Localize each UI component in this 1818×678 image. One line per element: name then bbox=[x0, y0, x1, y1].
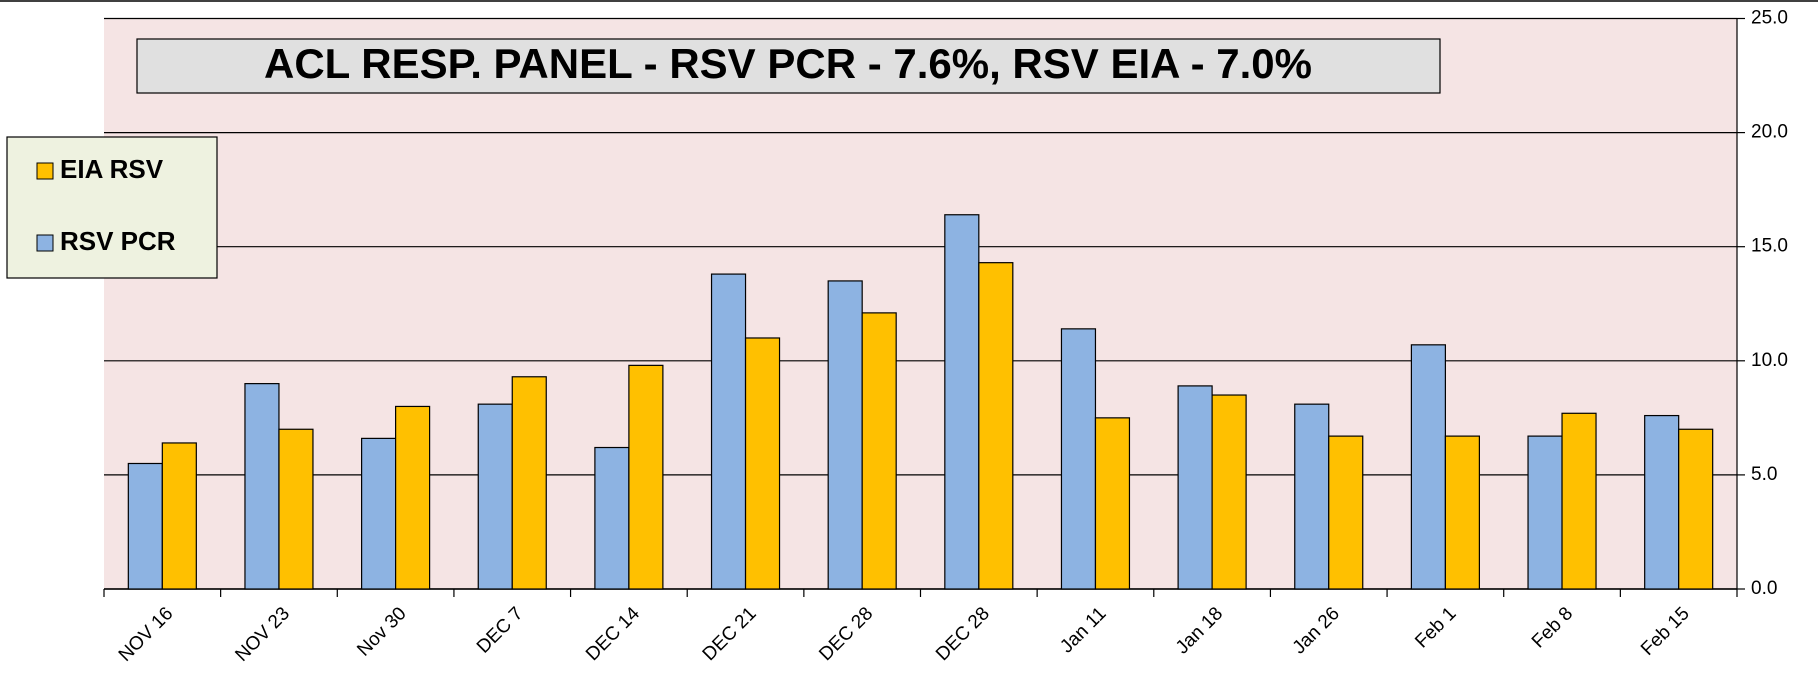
bar bbox=[1410, 344, 1446, 590]
y-tick-label: 20.0 bbox=[1751, 122, 1788, 143]
bar bbox=[1527, 435, 1563, 590]
bar bbox=[1644, 414, 1680, 590]
bar bbox=[861, 312, 897, 590]
legend-swatch bbox=[36, 162, 54, 180]
y-tick-label: 25.0 bbox=[1751, 8, 1788, 29]
title-box bbox=[136, 38, 1441, 94]
x-tick-label: Nov 30 bbox=[353, 603, 410, 660]
bar bbox=[244, 383, 280, 590]
bar bbox=[944, 214, 980, 590]
bar bbox=[1094, 417, 1131, 590]
bar bbox=[710, 273, 747, 590]
legend: EIA RSV RSV PCR bbox=[36, 154, 176, 256]
x-tick-label: Feb 1 bbox=[1411, 603, 1460, 652]
bar bbox=[1444, 435, 1480, 590]
bar bbox=[1294, 403, 1330, 590]
y-tick-label: 15.0 bbox=[1751, 236, 1788, 257]
bar bbox=[594, 446, 630, 590]
x-tick-label: DEC 21 bbox=[699, 603, 761, 665]
bar bbox=[1211, 394, 1247, 590]
bar bbox=[278, 428, 314, 590]
bar bbox=[1328, 435, 1364, 590]
y-tick-label: 10.0 bbox=[1751, 350, 1788, 371]
bar bbox=[1060, 328, 1097, 590]
chart-title: ACL RESP. PANEL - RSV PCR - 7.6%, RSV EI… bbox=[264, 40, 1312, 87]
plot-area bbox=[104, 18, 1737, 589]
bar bbox=[1561, 412, 1597, 590]
legend-label: RSV PCR bbox=[60, 226, 176, 256]
x-tick-label: Jan 11 bbox=[1056, 603, 1110, 657]
x-tick-label: DEC 28 bbox=[932, 603, 994, 665]
bar bbox=[127, 462, 163, 590]
bar bbox=[395, 405, 431, 590]
bars bbox=[127, 214, 1714, 590]
x-tick-label: Jan 18 bbox=[1172, 603, 1227, 658]
bar bbox=[361, 437, 397, 590]
x-tick-label: DEC 14 bbox=[582, 603, 644, 665]
legend-label: EIA RSV bbox=[60, 154, 164, 184]
x-tick-label: Feb 8 bbox=[1528, 603, 1577, 652]
bar bbox=[827, 280, 863, 590]
bar bbox=[744, 337, 781, 590]
bar bbox=[628, 364, 664, 590]
bar bbox=[511, 376, 547, 590]
legend-swatch bbox=[36, 234, 54, 252]
x-tick-label: Feb 15 bbox=[1637, 603, 1694, 660]
bar bbox=[477, 403, 513, 590]
x-tick-label: Jan 26 bbox=[1289, 603, 1344, 658]
bar bbox=[1177, 385, 1213, 590]
x-tick-label: DEC 7 bbox=[473, 603, 527, 657]
bar bbox=[1678, 428, 1714, 590]
bar bbox=[978, 262, 1014, 590]
y-tick-label: 0.0 bbox=[1751, 578, 1777, 599]
x-tick-label: DEC 28 bbox=[815, 603, 877, 665]
bar bbox=[161, 442, 197, 590]
x-tick-label: NOV 16 bbox=[115, 603, 178, 666]
x-tick-label: NOV 23 bbox=[231, 603, 294, 666]
legend-box bbox=[6, 136, 218, 279]
y-tick-label: 5.0 bbox=[1751, 464, 1777, 485]
